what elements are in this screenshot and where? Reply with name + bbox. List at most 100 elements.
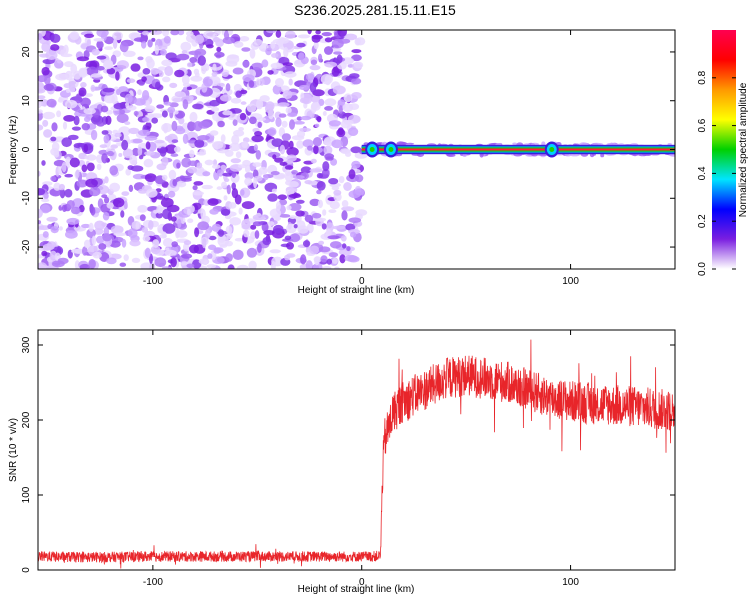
noise-blob <box>64 188 73 198</box>
noise-blob <box>282 62 293 66</box>
noise-blob <box>137 56 144 61</box>
noise-blob <box>103 134 110 144</box>
noise-blob <box>239 36 250 42</box>
noise-blob <box>333 51 343 55</box>
noise-blob <box>171 120 178 132</box>
noise-blob <box>250 224 257 230</box>
noise-blob <box>100 105 109 113</box>
y-tick-label: 20 <box>21 46 32 58</box>
noise-blob <box>221 181 227 189</box>
noise-blob <box>243 229 250 238</box>
x-tick-label: -100 <box>143 577 163 588</box>
noise-blob <box>275 201 281 211</box>
noise-blob <box>78 87 87 97</box>
noise-blob <box>232 67 244 75</box>
noise-blob <box>346 246 351 252</box>
noise-blob <box>38 220 42 225</box>
x-tick-label: -100 <box>143 276 163 287</box>
noise-blob <box>76 179 88 188</box>
noise-blob <box>263 230 275 236</box>
noise-blob <box>66 200 75 209</box>
noise-blob <box>176 162 181 169</box>
noise-blob <box>206 44 214 49</box>
noise-blob <box>274 111 282 120</box>
noise-blob <box>155 81 161 90</box>
noise-blob <box>337 38 351 44</box>
noise-blob <box>322 266 332 269</box>
noise-blob <box>38 188 46 196</box>
noise-blob <box>75 169 80 179</box>
noise-blob <box>229 142 241 152</box>
noise-blob <box>304 180 313 185</box>
noise-blob <box>144 247 151 258</box>
y-tick-label: 10 <box>21 95 32 107</box>
noise-blob <box>242 74 255 83</box>
noise-blob <box>89 186 101 197</box>
noise-blob <box>58 183 65 191</box>
noise-blob <box>84 93 93 97</box>
noise-blob <box>65 99 78 109</box>
colorbar-gradient <box>712 30 736 269</box>
noise-blob <box>277 102 290 107</box>
noise-blob <box>217 229 225 237</box>
noise-blob <box>96 122 105 127</box>
noise-blob <box>174 69 185 78</box>
noise-blob <box>38 81 45 92</box>
noise-blob <box>265 101 275 111</box>
noise-blob <box>116 113 129 124</box>
noise-blob <box>275 30 282 38</box>
noise-blob <box>64 61 74 68</box>
noise-blob <box>279 144 286 155</box>
noise-blob <box>154 257 167 268</box>
noise-blob <box>112 31 123 41</box>
noise-blob <box>220 94 232 102</box>
noise-blob <box>106 67 116 75</box>
noise-blob <box>162 208 172 220</box>
noise-blob <box>341 210 348 221</box>
noise-blob <box>167 190 176 198</box>
noise-blob <box>307 145 313 151</box>
noise-blob <box>162 231 167 239</box>
noise-blob <box>130 165 144 172</box>
noise-blob <box>211 223 222 232</box>
noise-blob <box>355 188 365 196</box>
signal-hotspot <box>388 147 394 152</box>
noise-blob <box>171 241 178 248</box>
noise-blob <box>300 166 312 174</box>
noise-blob <box>316 181 326 191</box>
noise-blob <box>104 196 110 204</box>
colorbar-ticks: 0.0 0.2 0.4 0.6 0.8 <box>697 70 736 276</box>
noise-blob <box>194 139 205 148</box>
noise-blob <box>192 185 198 191</box>
noise-blob <box>309 198 321 207</box>
noise-blob <box>141 76 147 82</box>
noise-blob <box>57 59 62 64</box>
noise-blob <box>38 33 43 41</box>
noise-blob <box>123 200 128 210</box>
colorbar-tick-label: 0.0 <box>697 262 708 276</box>
noise-blob <box>348 217 362 223</box>
noise-blob <box>275 78 284 87</box>
noise-blob <box>289 233 301 243</box>
noise-blob <box>57 257 69 265</box>
noise-blob <box>197 221 210 231</box>
noise-blob <box>305 73 315 81</box>
noise-blob <box>38 262 47 269</box>
snr-panel: -100 0 100 0 100 200 300 Height of straight li… <box>8 329 676 595</box>
colorbar-label: Normalized spectral amplitude <box>738 82 749 217</box>
x-tick-label: 0 <box>359 577 365 588</box>
noise-blob <box>288 78 293 86</box>
noise-blob <box>224 240 233 247</box>
noise-blob <box>322 111 327 116</box>
noise-blob <box>311 34 323 40</box>
noise-blob <box>144 151 156 156</box>
noise-blob <box>101 194 108 199</box>
noise-blob <box>213 80 219 85</box>
noise-blob <box>286 242 294 250</box>
noise-blob <box>145 188 158 198</box>
noise-blob <box>148 220 154 230</box>
noise-blob <box>224 214 232 220</box>
noise-blob <box>351 54 362 62</box>
noise-blob <box>160 49 167 56</box>
